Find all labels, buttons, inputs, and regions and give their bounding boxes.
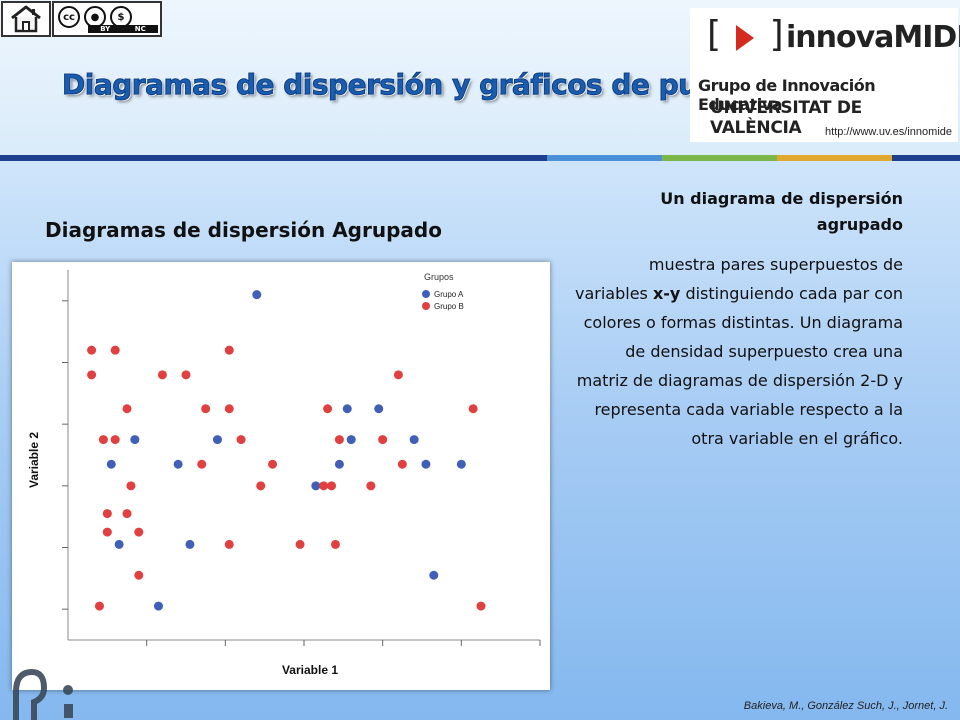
data-point-grupo-b <box>366 481 376 491</box>
data-point-grupo-a <box>153 601 163 611</box>
data-point-grupo-b <box>94 601 104 611</box>
data-point-grupo-b <box>256 481 266 491</box>
data-point-grupo-b <box>134 527 144 537</box>
data-point-grupo-b <box>181 370 191 380</box>
legend-swatch <box>422 290 430 298</box>
description-heading: Un diagrama de dispersión agrupado <box>660 189 903 234</box>
stripe-5 <box>892 155 960 161</box>
data-point-grupo-a <box>409 435 419 445</box>
question-mark-icon[interactable] <box>10 662 78 720</box>
data-point-grupo-a <box>114 539 124 549</box>
data-point-grupo-a <box>346 435 356 445</box>
data-point-grupo-a <box>456 459 466 469</box>
description-text-1: muestra pares superpuestos de variables <box>575 255 903 303</box>
data-point-grupo-a <box>173 459 183 469</box>
logo-url[interactable]: http://www.uv.es/innomide <box>825 126 952 138</box>
data-point-grupo-a <box>130 435 140 445</box>
data-point-grupo-b <box>201 404 211 414</box>
innovamide-logo: [ ] innovaMIDE Grupo de Innovación Educa… <box>690 8 960 142</box>
data-point-grupo-a <box>334 459 344 469</box>
data-point-grupo-b <box>236 435 246 445</box>
data-point-grupo-b <box>122 509 132 519</box>
data-point-grupo-b <box>268 459 278 469</box>
data-point-grupo-b <box>323 404 333 414</box>
creative-commons-icon: cc <box>58 6 80 28</box>
data-point-grupo-b <box>102 509 112 519</box>
data-point-grupo-b <box>327 481 337 491</box>
stripe-3 <box>662 155 777 161</box>
description-text-xy: x-y <box>652 284 681 303</box>
legend-swatch <box>422 302 430 310</box>
data-point-grupo-b <box>110 345 120 355</box>
data-point-grupo-b <box>87 370 97 380</box>
data-point-grupo-b <box>224 345 234 355</box>
logo-brand: innovaMIDE <box>786 20 960 55</box>
data-point-grupo-b <box>334 435 344 445</box>
home-button[interactable] <box>1 1 51 37</box>
data-point-grupo-b <box>393 370 403 380</box>
creative-commons-badge[interactable]: cc ● $ BY NC <box>52 1 162 37</box>
legend-label: Grupo B <box>434 302 464 311</box>
data-point-grupo-b <box>397 459 407 469</box>
scatter-chart-svg: Variable 1 Variable 2 Grupos Grupo A Grupo B <box>27 270 541 677</box>
data-point-grupo-a <box>374 404 384 414</box>
y-axis-label: Variable 2 <box>27 432 41 488</box>
stripe-1 <box>0 155 547 161</box>
data-point-grupo-b <box>295 539 305 549</box>
header-divider-stripes <box>0 155 960 161</box>
data-point-grupo-b <box>330 539 340 549</box>
data-point-grupo-b <box>378 435 388 445</box>
data-point-grupo-b <box>102 527 112 537</box>
data-point-grupo-b <box>468 404 478 414</box>
data-point-grupo-b <box>134 570 144 580</box>
data-point-grupo-b <box>224 404 234 414</box>
legend-label: Grupo A <box>434 290 464 299</box>
data-point-grupo-a <box>212 435 222 445</box>
data-point-grupo-b <box>197 459 207 469</box>
data-point-grupo-b <box>98 435 108 445</box>
x-axis-label: Variable 1 <box>282 663 338 677</box>
description-body: muestra pares superpuestos de variables … <box>573 250 903 453</box>
data-point-grupo-a <box>342 404 352 414</box>
stripe-4 <box>777 155 892 161</box>
data-point-grupo-b <box>476 601 486 611</box>
data-point-grupo-a <box>185 539 195 549</box>
stripe-2 <box>547 155 662 161</box>
page-title: Diagramas de dispersión y gráficos de pu… <box>62 68 766 102</box>
data-point-grupo-b <box>122 404 132 414</box>
logo-university: UNIVERSITAT DE VALÈNCIA <box>710 98 862 138</box>
home-icon <box>11 5 41 33</box>
license-strip: BY NC <box>88 25 158 33</box>
license-badge-by: BY <box>100 25 111 33</box>
data-point-grupo-b <box>110 435 120 445</box>
license-badge-nc: NC <box>134 25 146 33</box>
data-point-grupo-b <box>319 481 329 491</box>
data-point-grupo-b <box>224 539 234 549</box>
data-point-grupo-a <box>106 459 116 469</box>
author-credit: Bakieva, M., González Such, J., Jornet, … <box>743 700 948 712</box>
data-point-grupo-b <box>126 481 136 491</box>
play-arrow-icon <box>736 25 754 51</box>
data-point-grupo-a <box>311 481 321 491</box>
data-point-grupo-b <box>87 345 97 355</box>
scatter-chart: Variable 1 Variable 2 Grupos Grupo A Grupo B <box>12 262 550 690</box>
data-point-grupo-b <box>157 370 167 380</box>
data-point-grupo-a <box>429 570 439 580</box>
section-subheading: Diagramas de dispersión Agrupado <box>45 218 442 242</box>
data-point-grupo-a <box>252 290 262 300</box>
legend-title: Grupos <box>424 272 454 282</box>
logo-group-name: Grupo de Innovación Educativa <box>698 76 876 114</box>
description-text-2: distinguiendo cada par con colores o for… <box>576 284 903 448</box>
data-point-grupo-a <box>421 459 431 469</box>
